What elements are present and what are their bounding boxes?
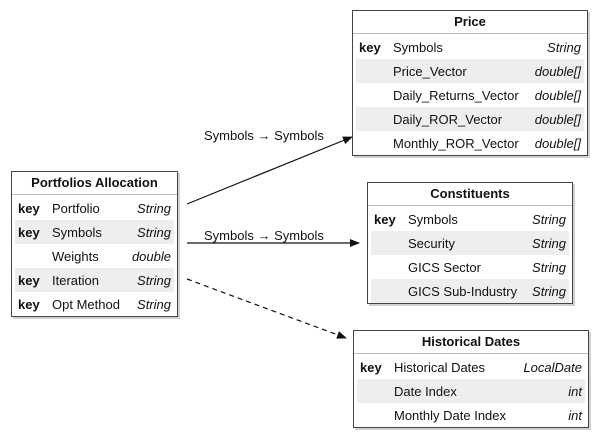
- field-row: key Portfolio String: [15, 196, 174, 220]
- field-type: double: [131, 248, 171, 264]
- entity-field-list: key Symbols String Security String GICS Secto…: [368, 206, 572, 306]
- edge-label-price: Symbols → Symbols: [204, 128, 324, 143]
- field-row: Security String: [371, 231, 569, 255]
- field-row: GICS Sector String: [371, 255, 569, 279]
- field-name: Symbols: [393, 39, 443, 55]
- field-type: double[]: [534, 87, 581, 103]
- field-name: Monthly Date Index: [394, 407, 507, 423]
- key-marker: key: [18, 272, 40, 288]
- field-type: String: [137, 296, 171, 312]
- field-row: key Opt Method String: [15, 292, 174, 316]
- field-type: double[]: [534, 135, 581, 151]
- field-type: String: [137, 272, 171, 288]
- key-marker: key: [18, 296, 40, 312]
- field-type: LocalDate: [523, 359, 582, 375]
- field-row: Monthly Date Index int: [357, 403, 585, 427]
- field-type: double[]: [534, 63, 581, 79]
- field-type: String: [532, 283, 566, 299]
- entity-title: Historical Dates: [354, 331, 588, 354]
- field-type: String: [137, 224, 171, 240]
- field-name: GICS Sector: [408, 259, 481, 275]
- field-row: key Historical Dates LocalDate: [357, 355, 585, 379]
- entity-field-list: key Portfolio String key Symbols String Weight…: [12, 195, 177, 319]
- key-marker: key: [18, 200, 40, 216]
- edge-portfolios-to-price: [186, 136, 353, 205]
- field-name: Daily_ROR_Vector: [393, 111, 503, 127]
- key-marker: key: [360, 359, 382, 375]
- key-marker: key: [18, 224, 40, 240]
- field-type: int: [568, 407, 582, 423]
- entity-portfolios-allocation[interactable]: Portfolios Allocation key Portfolio String…: [11, 171, 178, 317]
- entity-title: Constituents: [368, 183, 572, 206]
- field-row: Monthly_ROR_Vector double[]: [356, 131, 584, 155]
- field-row: Daily_Returns_Vector double[]: [356, 83, 584, 107]
- entity-title: Portfolios Allocation: [12, 172, 177, 195]
- field-name: Iteration: [52, 272, 99, 288]
- field-name: GICS Sub-Industry: [408, 283, 518, 299]
- field-type: double[]: [534, 111, 581, 127]
- field-type: String: [547, 39, 581, 55]
- field-row: Daily_ROR_Vector double[]: [356, 107, 584, 131]
- edge-label-constituents: Symbols → Symbols: [204, 228, 324, 243]
- edge-portfolios-to-historical-dates: [186, 278, 347, 339]
- field-type: String: [532, 259, 566, 275]
- entity-field-list: key Historical Dates LocalDate Date Index in…: [354, 354, 588, 430]
- entity-constituents[interactable]: Constituents key Symbols String Security Str…: [367, 182, 573, 304]
- entity-title: Price: [353, 11, 587, 34]
- key-marker: key: [359, 39, 381, 55]
- field-row: Weights double: [15, 244, 174, 268]
- entity-historical-dates[interactable]: Historical Dates key Historical Dates Loca…: [353, 330, 589, 428]
- field-type: String: [532, 211, 566, 227]
- field-type: String: [137, 200, 171, 216]
- entity-field-list: key Symbols String Price_Vector double[] Dail…: [353, 34, 587, 158]
- field-name: Date Index: [394, 383, 457, 399]
- field-row: key Iteration String: [15, 268, 174, 292]
- field-name: Historical Dates: [394, 359, 486, 375]
- entity-price[interactable]: Price key Symbols String Price_Vector double…: [352, 10, 588, 156]
- field-name: Daily_Returns_Vector: [393, 87, 519, 103]
- field-row: key Symbols String: [15, 220, 174, 244]
- field-row: key Symbols String: [371, 207, 569, 231]
- field-name: Opt Method: [52, 296, 120, 312]
- field-row: key Symbols String: [356, 35, 584, 59]
- field-type: String: [532, 235, 566, 251]
- field-name: Portfolio: [52, 200, 100, 216]
- field-name: Price_Vector: [393, 63, 467, 79]
- field-name: Symbols: [408, 211, 458, 227]
- field-name: Weights: [52, 248, 99, 264]
- field-name: Monthly_ROR_Vector: [393, 135, 519, 151]
- field-row: Price_Vector double[]: [356, 59, 584, 83]
- field-name: Symbols: [52, 224, 102, 240]
- field-row: GICS Sub-Industry String: [371, 279, 569, 303]
- key-marker: key: [374, 211, 396, 227]
- field-name: Security: [408, 235, 455, 251]
- field-type: int: [568, 383, 582, 399]
- field-row: Date Index int: [357, 379, 585, 403]
